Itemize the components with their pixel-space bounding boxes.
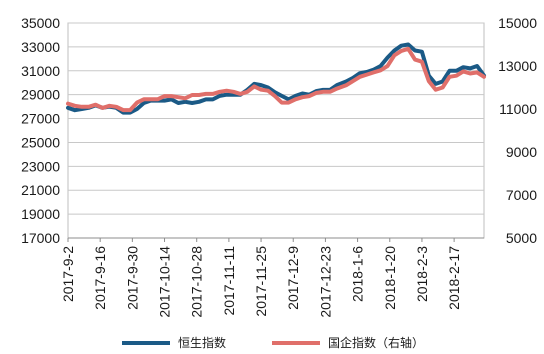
- left-y-tick-label: 35000: [21, 15, 60, 31]
- right-y-tick-label: 7000: [506, 187, 537, 203]
- legend-label: 国企指数（右轴）: [328, 335, 424, 349]
- x-tick-label: 2018-2-17: [446, 246, 462, 310]
- right-y-tick-label: 9000: [506, 144, 537, 160]
- x-tick-label: 2017-10-28: [189, 246, 205, 318]
- x-tick-label: 2018-1-20: [382, 246, 398, 310]
- left-y-tick-label: 19000: [21, 206, 60, 222]
- x-tick-label: 2017-12-9: [285, 246, 301, 310]
- left-y-tick-label: 27000: [21, 111, 60, 127]
- left-y-tick-label: 25000: [21, 134, 60, 150]
- x-tick-label: 2017-10-14: [157, 246, 173, 318]
- x-tick-label: 2017-9-30: [124, 246, 140, 310]
- series-lines: [66, 42, 486, 115]
- right-y-tick-label: 5000: [506, 230, 537, 246]
- x-tick-label: 2018-2-3: [414, 246, 430, 302]
- left-y-tick-label: 17000: [21, 230, 60, 246]
- x-tick-label: 2017-11-25: [253, 246, 269, 317]
- x-tick-label: 2017-11-11: [221, 246, 237, 316]
- right-y-tick-label: 15000: [498, 15, 537, 31]
- x-tick-label: 2017-9-2: [60, 246, 76, 302]
- series-line-2: [66, 46, 486, 113]
- left-y-tick-label: 29000: [21, 87, 60, 103]
- left-y-tick-label: 31000: [21, 63, 60, 79]
- left-y-tick-label: 23000: [21, 158, 60, 174]
- right-y-tick-label: 13000: [498, 58, 537, 74]
- right-y-tick-label: 11000: [499, 101, 537, 117]
- left-y-tick-label: 33000: [21, 39, 60, 55]
- series-line-1: [66, 42, 486, 115]
- left-y-tick-label: 21000: [21, 182, 60, 198]
- axes: 17000 19000 21000 23000 25000 27000 29000 31000…: [21, 15, 537, 318]
- x-tick-label: 2017-9-16: [92, 246, 108, 310]
- x-tick-label: 2017-12-23: [317, 246, 333, 318]
- legend-label: 恒生指数: [178, 335, 226, 349]
- legend: 恒生指数 国企指数（右轴）: [122, 335, 424, 350]
- x-tick-label: 2018-1-6: [350, 246, 366, 302]
